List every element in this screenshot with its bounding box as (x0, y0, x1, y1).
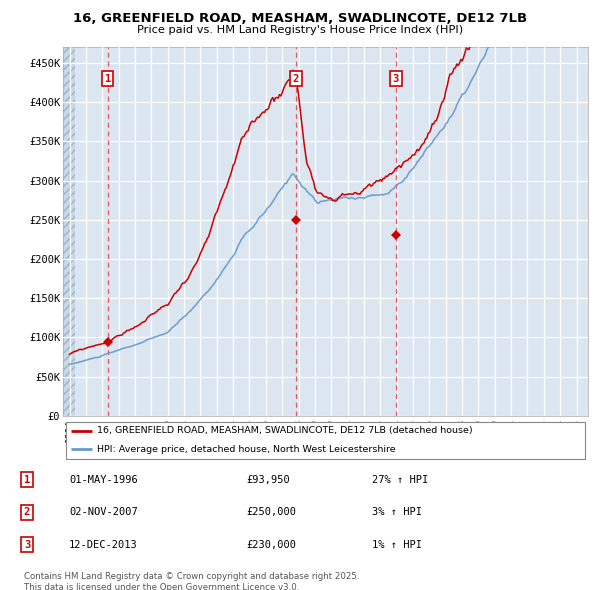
Text: 1% ↑ HPI: 1% ↑ HPI (372, 540, 422, 549)
Text: £93,950: £93,950 (246, 475, 290, 484)
Text: 16, GREENFIELD ROAD, MEASHAM, SWADLINCOTE, DE12 7LB: 16, GREENFIELD ROAD, MEASHAM, SWADLINCOT… (73, 12, 527, 25)
Text: Price paid vs. HM Land Registry's House Price Index (HPI): Price paid vs. HM Land Registry's House … (137, 25, 463, 35)
Text: 3% ↑ HPI: 3% ↑ HPI (372, 507, 422, 517)
Bar (63, 47, 75, 416)
Text: 01-MAY-1996: 01-MAY-1996 (69, 475, 138, 484)
Text: Contains HM Land Registry data © Crown copyright and database right 2025.
This d: Contains HM Land Registry data © Crown c… (24, 572, 359, 590)
Text: HPI: Average price, detached house, North West Leicestershire: HPI: Average price, detached house, Nort… (97, 445, 396, 454)
Text: 1: 1 (24, 475, 30, 484)
FancyBboxPatch shape (65, 422, 586, 458)
Text: 12-DEC-2013: 12-DEC-2013 (69, 540, 138, 549)
Text: 3: 3 (393, 74, 399, 84)
Text: 02-NOV-2007: 02-NOV-2007 (69, 507, 138, 517)
Text: £250,000: £250,000 (246, 507, 296, 517)
Text: 16, GREENFIELD ROAD, MEASHAM, SWADLINCOTE, DE12 7LB (detached house): 16, GREENFIELD ROAD, MEASHAM, SWADLINCOT… (97, 427, 473, 435)
Text: 2: 2 (293, 74, 299, 84)
Text: 27% ↑ HPI: 27% ↑ HPI (372, 475, 428, 484)
Text: 1: 1 (104, 74, 111, 84)
Text: 2: 2 (24, 507, 30, 517)
Text: £230,000: £230,000 (246, 540, 296, 549)
Text: 3: 3 (24, 540, 30, 549)
